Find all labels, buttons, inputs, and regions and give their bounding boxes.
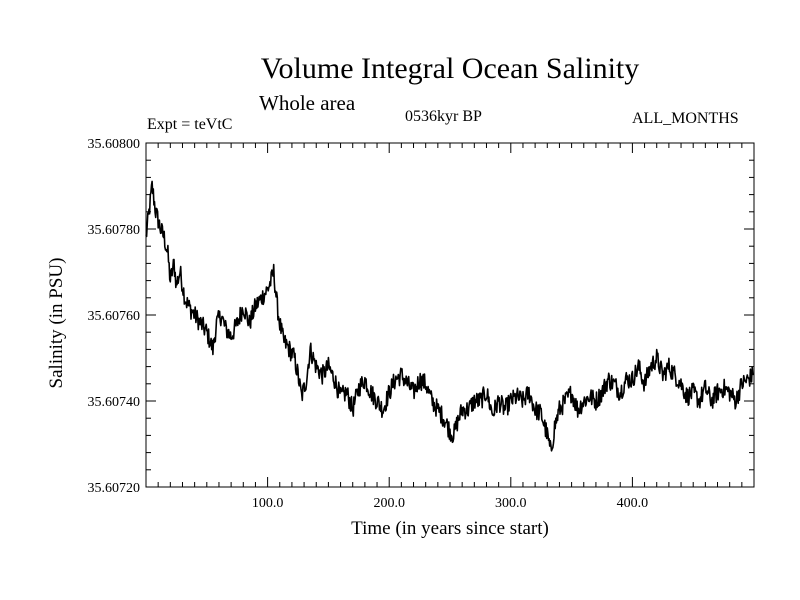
x-tick-label: 100.0 xyxy=(252,496,284,511)
tick-marks xyxy=(146,143,754,487)
months-label: ALL_MONTHS xyxy=(632,110,739,127)
x-tick-label: 200.0 xyxy=(373,496,405,511)
experiment-label: Expt = teVtC xyxy=(147,116,233,133)
chart-title: Volume Integral Ocean Salinity xyxy=(260,52,640,85)
y-axis-label: Salinity (in PSU) xyxy=(46,258,67,389)
y-tick-label: 35.60720 xyxy=(88,481,141,496)
y-tick-label: 35.60780 xyxy=(88,223,141,238)
y-tick-label: 35.60760 xyxy=(88,309,141,324)
y-tick-label: 35.60740 xyxy=(88,395,141,410)
chart-subtitle: Whole area xyxy=(259,91,356,115)
y-tick-label: 35.60800 xyxy=(88,137,141,152)
x-tick-label: 300.0 xyxy=(495,496,527,511)
period-label: 0536kyr BP xyxy=(405,108,482,125)
plot-frame xyxy=(145,142,755,488)
x-axis-label: Time (in years since start) xyxy=(351,518,549,539)
tick-labels: 100.0 200.0 300.0 400.0 35.60720 35.60740 35.6… xyxy=(88,137,649,511)
x-tick-label: 400.0 xyxy=(617,496,649,511)
salinity-series-line xyxy=(145,180,754,452)
